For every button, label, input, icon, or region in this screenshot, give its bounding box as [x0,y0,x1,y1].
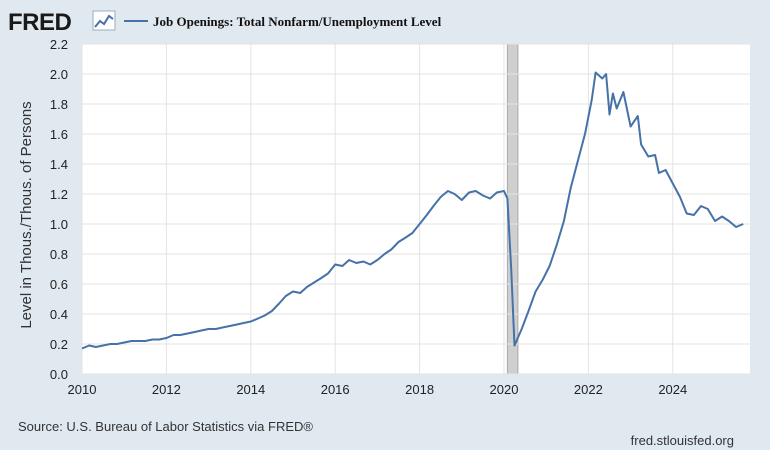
y-tick-label: 1.0 [50,217,68,232]
x-tick-label: 2012 [152,382,181,397]
x-tick-label: 2022 [574,382,603,397]
y-tick-label: 2.0 [50,67,68,82]
grid-layer [81,43,750,375]
fred-logo[interactable]: FRED [8,9,72,36]
y-tick-label: 1.8 [50,97,68,112]
series-line [81,71,744,350]
x-tick-label: 2010 [68,382,97,397]
y-axis-label: Level in Thous./Thous. of Persons [18,101,35,328]
y-tick-label: 1.6 [50,127,68,142]
y-tick-label: 0.4 [50,307,68,322]
x-tick-label: 2018 [405,382,434,397]
y-tick-label: 0.6 [50,277,68,292]
x-tick-label: 2014 [236,382,265,397]
y-axis-ticks: 0.0 0.2 0.4 0.6 0.8 1.0 1.2 1.4 1.6 1.8 2.0 2.2 [50,37,68,382]
fred-url-link[interactable]: fred.stlouisfed.org [631,433,734,448]
plot-area [82,44,750,374]
y-tick-label: 0.2 [50,337,68,352]
x-tick-label: 2016 [321,382,350,397]
header: FRED Job Openings: Total Nonfarm/Unemplo… [8,9,442,36]
x-tick-label: 2024 [658,382,687,397]
x-axis-ticks: 2010 2012 2014 2016 2018 2020 2022 2024 [68,382,688,397]
legend-label: Job Openings: Total Nonfarm/Unemployment… [153,14,442,29]
y-tick-label: 2.2 [50,37,68,52]
source-text: Source: U.S. Bureau of Labor Statistics … [18,419,313,434]
fred-chart-icon [92,10,116,31]
y-tick-label: 0.8 [50,247,68,262]
x-tick-label: 2020 [490,382,519,397]
y-tick-label: 1.2 [50,187,68,202]
y-tick-label: 0.0 [50,367,68,382]
y-tick-label: 1.4 [50,157,68,172]
series-layer [81,71,744,350]
